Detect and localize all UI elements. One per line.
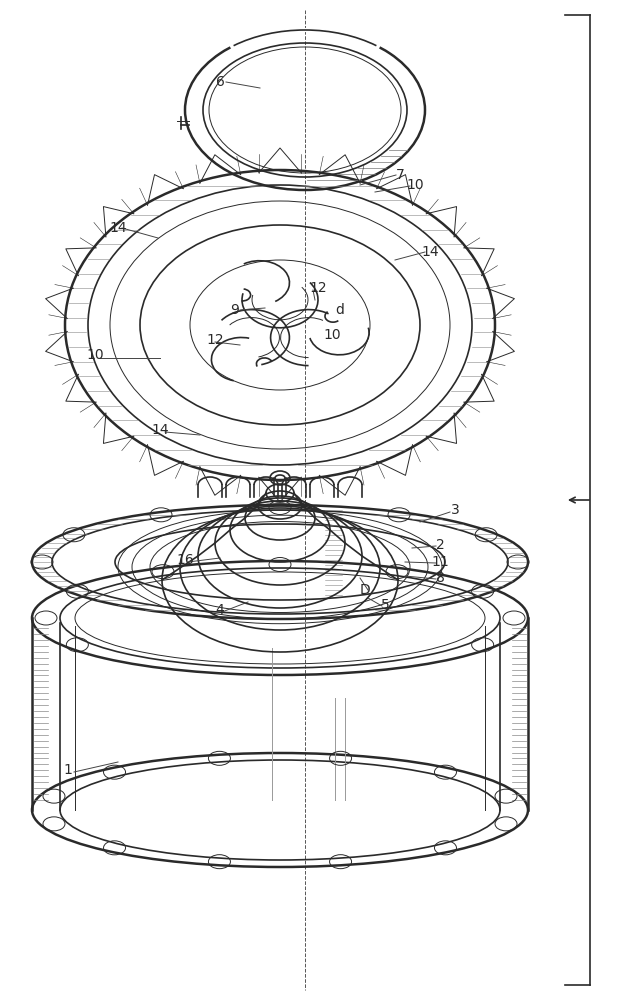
Text: 1: 1 <box>64 763 73 777</box>
Text: 8: 8 <box>435 571 444 585</box>
Text: 9: 9 <box>230 303 239 317</box>
Text: 11: 11 <box>431 555 449 569</box>
Text: 14: 14 <box>109 221 127 235</box>
Text: 14: 14 <box>421 245 439 259</box>
Text: 6: 6 <box>216 75 225 89</box>
Text: 2: 2 <box>435 538 444 552</box>
Text: 4: 4 <box>216 603 225 617</box>
Text: D: D <box>360 583 370 597</box>
Text: 10: 10 <box>406 178 424 192</box>
Text: 3: 3 <box>451 503 459 517</box>
Text: 10: 10 <box>323 328 341 342</box>
Text: 16: 16 <box>176 553 194 567</box>
Text: 10: 10 <box>86 348 104 362</box>
Text: 12: 12 <box>206 333 224 347</box>
Text: 7: 7 <box>396 168 404 182</box>
Text: 14: 14 <box>151 423 169 437</box>
Text: 12: 12 <box>309 281 327 295</box>
Text: d: d <box>336 303 345 317</box>
Text: 5: 5 <box>380 598 389 612</box>
